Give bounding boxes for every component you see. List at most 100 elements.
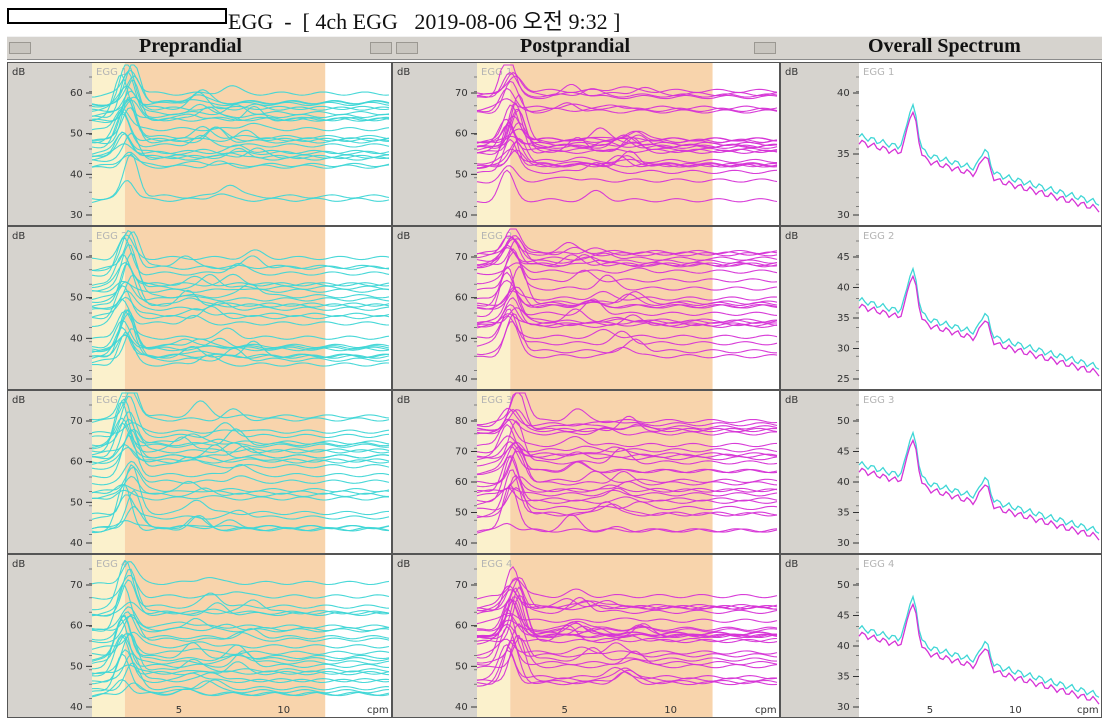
y-tick-label: 40 xyxy=(70,169,83,180)
y-tick-label: 40 xyxy=(70,333,83,344)
spectrum-trace xyxy=(476,476,778,494)
spectrum-trace xyxy=(476,137,778,170)
spectrum-trace xyxy=(91,428,390,470)
spectrum-trace xyxy=(91,132,390,162)
spectrum-trace xyxy=(91,417,390,450)
spectrum-trace xyxy=(91,682,390,697)
spectrum-trace xyxy=(476,420,778,467)
post-panel-1: dB 70 60 50 40 EGG 1 xyxy=(392,62,780,226)
spectrum-trace xyxy=(91,285,390,320)
spectrum-trace xyxy=(91,411,390,447)
db-label: dB xyxy=(12,395,25,406)
spectrum-trace xyxy=(476,486,778,511)
spectrum-trace xyxy=(92,475,389,499)
y-tick-label: 35 xyxy=(837,672,850,683)
y-tick-label: 70 xyxy=(455,580,468,591)
overall-spectrum-trace xyxy=(858,594,1100,698)
y-tick-label: 60 xyxy=(455,129,468,140)
overall-spectrum-trace xyxy=(858,266,1100,370)
spectrum-trace xyxy=(91,460,390,486)
y-tick-label: 40 xyxy=(70,702,83,713)
pre-panel-2: dB 60 50 40 30 EGG 2 xyxy=(7,226,392,390)
overall-panel-2: dB 45 40 35 30 25 EGG 2 xyxy=(780,226,1102,390)
spectrum-trace xyxy=(91,648,390,684)
spectrum-trace xyxy=(476,308,778,347)
spectrum-trace xyxy=(91,463,390,516)
y-tick-label: 50 xyxy=(70,293,83,304)
y-tick-label: 30 xyxy=(837,702,850,713)
spectrum-trace xyxy=(476,455,778,503)
spectrum-trace xyxy=(91,520,390,530)
y-tick-label: 60 xyxy=(455,477,468,488)
postprandial-menu-button[interactable] xyxy=(396,42,418,54)
spectrum-trace xyxy=(476,392,778,426)
spectrum-trace xyxy=(476,80,778,114)
spectrum-trace xyxy=(91,418,390,460)
y-tick-label: 50 xyxy=(837,416,850,427)
spectrum-trace xyxy=(477,141,778,169)
spectrum-trace xyxy=(91,151,390,169)
spectrum-trace xyxy=(91,298,390,327)
pre-panel-3: dB 70 60 50 40 EGG 3 xyxy=(7,390,392,554)
y-tick-label: 40 xyxy=(455,702,468,713)
preprandial-menu-button[interactable] xyxy=(9,42,31,54)
overall-spectrum-trace xyxy=(858,430,1100,534)
spectrum-trace xyxy=(91,107,390,141)
spectrum-trace xyxy=(476,262,778,276)
spectrum-trace xyxy=(476,596,778,639)
spectrum-trace xyxy=(476,408,778,433)
spectrum-trace xyxy=(476,594,778,643)
spectrum-trace xyxy=(91,483,390,533)
channel-label: EGG 1 xyxy=(96,67,127,78)
y-tick-label: 70 xyxy=(455,252,468,263)
spectrum-trace xyxy=(91,331,390,367)
y-tick-label: 50 xyxy=(455,169,468,180)
x-tick-label: 10 xyxy=(277,705,290,716)
y-tick-label: 70 xyxy=(70,580,83,591)
channel-label: EGG 2 xyxy=(863,231,894,242)
channel-label: EGG 4 xyxy=(96,559,127,570)
spectrum-trace xyxy=(91,579,390,617)
spectrum-trace xyxy=(476,236,778,269)
post-chart-3: dB 80 70 60 50 40 EGG 3 xyxy=(393,391,779,553)
spectrum-trace xyxy=(476,271,778,307)
y-tick-label: 60 xyxy=(455,621,468,632)
db-label: dB xyxy=(785,231,798,242)
spectrum-trace xyxy=(91,395,390,439)
spectrum-trace xyxy=(91,611,390,641)
x-tick-label: 10 xyxy=(1009,705,1022,716)
x-unit-label: cpm xyxy=(367,705,389,716)
y-tick-label: 35 xyxy=(837,149,850,160)
y-tick-label: 40 xyxy=(455,538,468,549)
spectrum-trace xyxy=(476,290,778,310)
spectrum-trace xyxy=(476,303,778,329)
spectrum-trace xyxy=(91,328,390,364)
overall-spectrum-title: Overall Spectrum xyxy=(868,35,1021,57)
y-tick-label: 35 xyxy=(837,313,850,324)
spectrum-trace xyxy=(476,639,778,685)
spectrum-trace xyxy=(476,392,778,434)
preprandial-title: Preprandial xyxy=(139,35,242,57)
channel-label: EGG 4 xyxy=(481,559,512,570)
y-tick-label: 40 xyxy=(837,88,850,99)
spectrum-trace xyxy=(91,392,390,421)
spectrum-trace xyxy=(476,637,778,669)
spectrum-trace xyxy=(91,252,390,301)
overall-spectrum-trace xyxy=(858,110,1100,213)
overall-panel-4: dB 50 45 40 35 30 EGG 4 5 10 cpm xyxy=(780,554,1102,718)
patient-name-field[interactable] xyxy=(7,8,227,24)
overall-menu-button[interactable] xyxy=(754,42,776,54)
y-tick-label: 50 xyxy=(455,661,468,672)
spectrum-trace xyxy=(476,297,778,328)
preprandial-nav-button[interactable] xyxy=(370,42,392,54)
spectrum-trace xyxy=(476,279,778,301)
spectrum-trace xyxy=(476,585,778,609)
spectrum-trace xyxy=(91,312,390,351)
x-tick-label: 5 xyxy=(176,705,182,716)
y-tick-label: 70 xyxy=(455,88,468,99)
overall-spectrum-trace xyxy=(858,438,1100,541)
spectrum-trace xyxy=(476,418,778,436)
spectrum-trace xyxy=(91,112,390,149)
pre-chart-3: dB 70 60 50 40 EGG 3 xyxy=(8,391,391,553)
db-label: dB xyxy=(397,231,410,242)
